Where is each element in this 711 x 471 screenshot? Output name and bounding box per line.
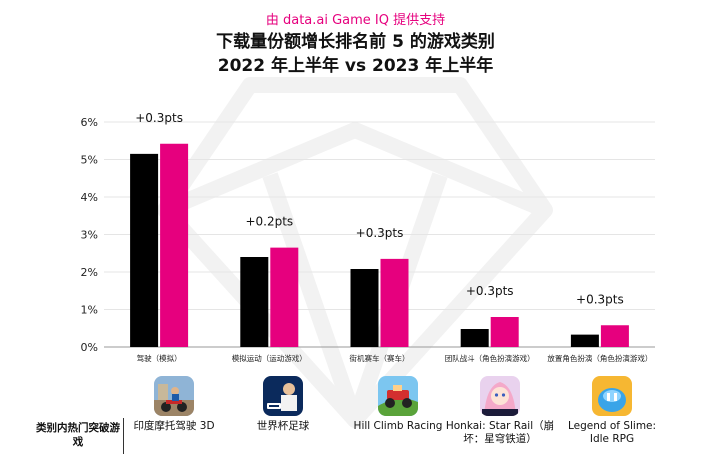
bar-h1-2023 <box>160 143 189 347</box>
top-games-row-label: 类别内热门突破游戏 <box>36 422 120 448</box>
bar-h1-2022 <box>130 153 159 347</box>
y-tick-label: 3% <box>81 229 98 242</box>
y-tick-label: 5% <box>81 154 98 167</box>
game-name-honkai: Honkai: Star Rail（崩坏：星穹铁道） <box>445 420 555 445</box>
y-tick-label: 0% <box>81 341 98 354</box>
game-name-hill-climb: Hill Climb Racing <box>353 420 443 432</box>
y-tick-label: 6% <box>81 116 98 129</box>
y-tick-label: 4% <box>81 191 98 204</box>
chart-title-line-2: 2022 年上半年 vs 2023 年上半年 <box>217 56 494 76</box>
game-item-motorbike: 印度摩托驾驶 3D <box>132 376 216 433</box>
game-item-hill-climb: Hill Climb Racing <box>349 376 447 433</box>
games-row-divider <box>123 418 124 454</box>
bar-h1-2023 <box>380 258 409 347</box>
bar-h1-2022 <box>570 334 599 347</box>
hill-climb-game-icon <box>378 376 418 416</box>
slime-game-icon <box>592 376 632 416</box>
game-item-honkai: Honkai: Star Rail（崩坏：星穹铁道） <box>445 376 555 446</box>
bar-h1-2023 <box>490 317 519 347</box>
game-name-fifa: 世界杯足球 <box>256 420 310 432</box>
fifa-game-icon <box>263 376 303 416</box>
growth-annotation: +0.3pts <box>466 284 514 298</box>
x-category-label: 模拟运动（运动游戏） <box>232 353 307 363</box>
game-item-fifa: 世界杯足球 <box>241 376 325 433</box>
game-name-slime: Legend of Slime: Idle RPG <box>567 420 657 445</box>
bar-h1-2022 <box>460 329 489 347</box>
y-tick-label: 2% <box>81 266 98 279</box>
motorbike-game-icon <box>154 376 194 416</box>
x-category-label: 驾驶（模拟） <box>137 353 182 363</box>
growth-annotation: +0.2pts <box>245 215 293 229</box>
bar-h1-2023 <box>600 325 629 347</box>
growth-annotation: +0.3pts <box>576 292 624 306</box>
bar-h1-2022 <box>350 269 379 347</box>
bar-h1-2022 <box>240 257 269 347</box>
x-category-label: 放置角色扮演（角色扮演游戏） <box>547 353 652 363</box>
bar-h1-2023 <box>270 247 299 347</box>
x-category-label: 团队战斗（角色扮演游戏） <box>445 353 535 363</box>
growth-annotation: +0.3pts <box>356 226 404 240</box>
source-credit: 由 data.ai Game IQ 提供支持 <box>265 13 446 28</box>
growth-annotation: +0.3pts <box>135 111 183 125</box>
chart-header: 由 data.ai Game IQ 提供支持 下载量份额增长排名前 5 的游戏类… <box>0 12 711 78</box>
chart-title-line-1: 下载量份额增长排名前 5 的游戏类别 <box>216 32 495 52</box>
x-category-label: 街机赛车（赛车） <box>350 353 410 363</box>
game-item-slime: Legend of Slime: Idle RPG <box>559 376 665 446</box>
y-tick-label: 1% <box>81 304 98 317</box>
game-name-motorbike: 印度摩托驾驶 3D <box>133 420 215 432</box>
honkai-game-icon <box>480 376 520 416</box>
